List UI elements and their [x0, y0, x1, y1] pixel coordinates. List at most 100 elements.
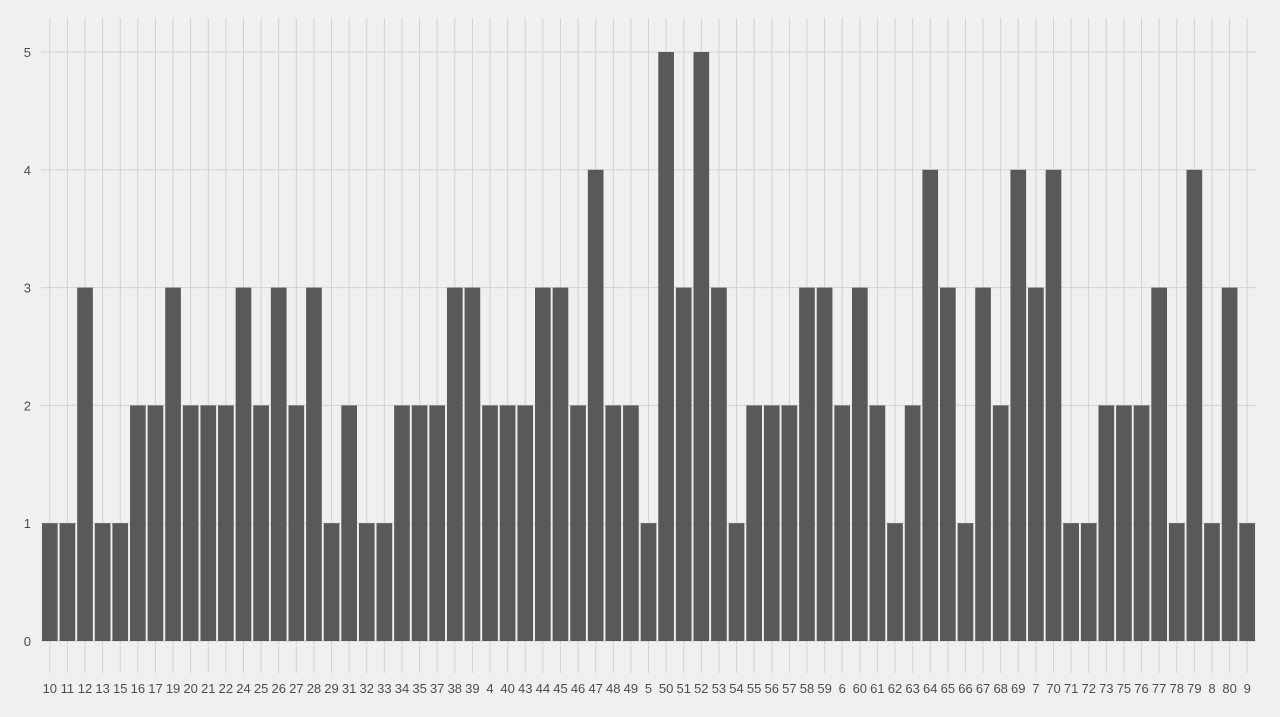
x-tick-label: 4 — [486, 681, 493, 696]
bar — [94, 523, 111, 641]
bar — [1221, 287, 1238, 641]
bar — [1010, 169, 1027, 642]
y-axis-tick-labels: 0 1 2 3 4 5 — [24, 45, 31, 649]
x-tick-label: 24 — [236, 681, 250, 696]
x-tick-label: 63 — [905, 681, 919, 696]
x-tick-label: 55 — [747, 681, 761, 696]
x-tick-label: 33 — [377, 681, 391, 696]
x-tick-label: 75 — [1117, 681, 1131, 696]
bar — [200, 405, 217, 641]
x-tick-label: 58 — [800, 681, 814, 696]
bar — [306, 287, 322, 641]
bar — [1204, 523, 1220, 641]
x-tick-label: 71 — [1064, 681, 1078, 696]
x-tick-label: 66 — [958, 681, 972, 696]
x-tick-label: 19 — [166, 681, 180, 696]
bar — [253, 405, 269, 641]
bar — [235, 287, 252, 641]
x-tick-label: 44 — [536, 681, 550, 696]
bar — [1045, 169, 1062, 642]
bar — [499, 405, 516, 641]
bar — [640, 523, 657, 641]
bar — [869, 405, 886, 641]
x-tick-label: 40 — [500, 681, 514, 696]
x-tick-label: 56 — [765, 681, 779, 696]
x-tick-label: 70 — [1046, 681, 1060, 696]
x-tick-label: 48 — [606, 681, 620, 696]
bar — [904, 405, 921, 641]
bar — [975, 287, 991, 641]
x-tick-label: 52 — [694, 681, 708, 696]
bar — [1098, 405, 1115, 641]
bar — [623, 405, 639, 641]
bar — [323, 523, 340, 641]
bar — [552, 287, 569, 641]
bar — [570, 405, 586, 641]
x-tick-label: 79 — [1187, 681, 1201, 696]
x-tick-label: 50 — [659, 681, 673, 696]
bar — [1186, 169, 1203, 642]
x-tick-label: 59 — [817, 681, 831, 696]
bar — [816, 287, 833, 641]
y-tick-label: 1 — [24, 516, 31, 531]
x-tick-label: 46 — [571, 681, 585, 696]
x-tick-label: 6 — [839, 681, 846, 696]
x-tick-label: 51 — [676, 681, 690, 696]
x-tick-label: 22 — [219, 681, 233, 696]
x-tick-label: 38 — [448, 681, 462, 696]
bar — [112, 523, 129, 641]
x-axis-ticks: 10 11 12 13 15 16 17 19 20 21 22 24 25 26 27 28 29 31 32 33… — [43, 646, 1251, 696]
x-tick-label: 68 — [993, 681, 1007, 696]
x-tick-label: 28 — [307, 681, 321, 696]
bar — [922, 169, 939, 642]
bar — [1168, 523, 1185, 641]
bar — [887, 523, 903, 641]
bar — [429, 405, 446, 641]
x-tick-label: 29 — [324, 681, 338, 696]
bar — [992, 405, 1009, 641]
y-tick-label: 4 — [24, 163, 31, 178]
y-tick-label: 2 — [24, 398, 31, 413]
bar — [693, 52, 710, 641]
bar — [77, 287, 93, 641]
bar — [605, 405, 622, 641]
x-tick-label: 60 — [853, 681, 867, 696]
bar — [834, 405, 851, 641]
y-tick-label: 3 — [24, 281, 31, 296]
bar — [658, 52, 674, 641]
bar — [482, 405, 498, 641]
bar — [41, 523, 58, 641]
x-tick-label: 57 — [782, 681, 796, 696]
bar — [1028, 287, 1044, 641]
bar — [957, 523, 974, 641]
bar — [358, 523, 375, 641]
bar — [1239, 523, 1256, 641]
bar — [746, 405, 762, 641]
x-tick-label: 67 — [976, 681, 990, 696]
x-tick-label: 32 — [360, 681, 374, 696]
x-tick-label: 39 — [465, 681, 479, 696]
bar — [799, 287, 815, 641]
x-tick-label: 31 — [342, 681, 356, 696]
y-tick-label: 5 — [24, 45, 31, 60]
bar — [147, 405, 164, 641]
x-tick-label: 13 — [95, 681, 109, 696]
bar — [218, 405, 234, 641]
bar — [270, 287, 287, 641]
x-tick-label: 73 — [1099, 681, 1113, 696]
x-tick-label: 69 — [1011, 681, 1025, 696]
bar — [59, 523, 76, 641]
x-tick-label: 16 — [131, 681, 145, 696]
x-tick-label: 11 — [61, 681, 75, 696]
x-tick-label: 7 — [1032, 681, 1039, 696]
x-tick-label: 9 — [1244, 681, 1251, 696]
bar — [763, 405, 780, 641]
x-tick-label: 64 — [923, 681, 937, 696]
x-tick-label: 10 — [43, 681, 57, 696]
bars — [41, 52, 1256, 642]
bar — [711, 287, 727, 641]
bar — [781, 405, 798, 641]
x-tick-label: 25 — [254, 681, 268, 696]
x-tick-label: 17 — [148, 681, 162, 696]
